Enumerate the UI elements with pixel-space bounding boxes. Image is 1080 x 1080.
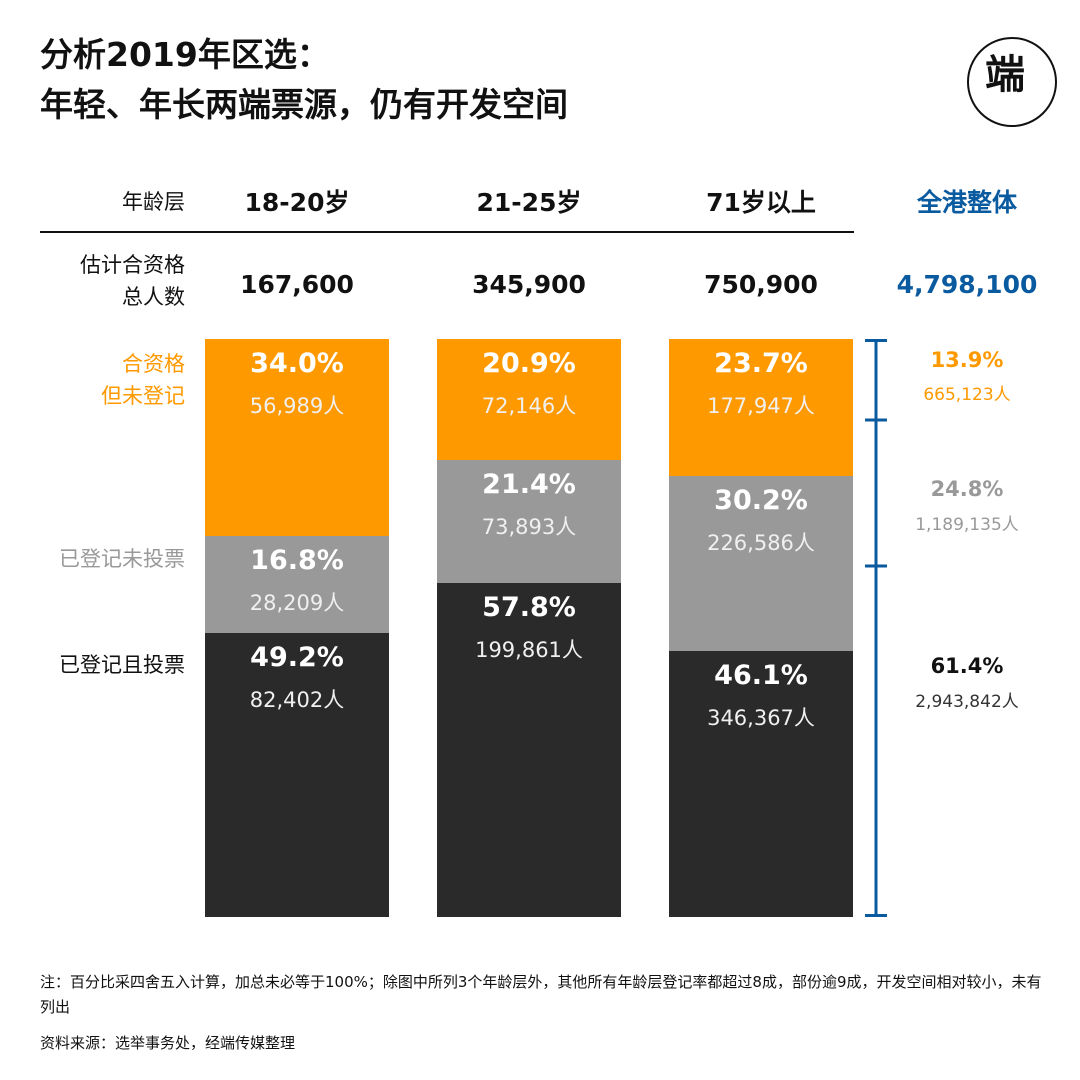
population-value-2: 345,900 (472, 270, 586, 299)
title-line-1: 分析2019年区选： (40, 35, 330, 74)
category-label-2: 21-25岁 (476, 188, 582, 217)
bar-segment-not-voted-1: 16.8% 28,209人 (205, 535, 389, 633)
bar-segment-voted-2: 57.8% 199,861人 (437, 583, 621, 917)
bar-segment-unregistered-2: 20.9% 72,146人 (437, 339, 621, 460)
data-label-pct: 34.0% (250, 348, 344, 379)
population-value-1: 167,600 (240, 270, 354, 299)
title-line-2: 年轻、年长两端票源，仍有开发空间 (40, 85, 568, 124)
overall-not-voted-pct: 24.8% (930, 477, 1004, 501)
bar-column-3: 23.7% 177,947人 30.2% 226,586人 46.1% 346,367人 (669, 339, 853, 917)
category-label-1: 18-20岁 (244, 188, 350, 217)
data-label-pct: 16.8% (250, 544, 344, 576)
population-label-line-2: 总人数 (122, 284, 185, 309)
population-value-3: 750,900 (704, 270, 818, 299)
data-label-count: 72,146人 (481, 394, 577, 418)
bar-column-2: 20.9% 72,146人 21.4% 73,893人 57.8% 199,861人 (437, 339, 621, 917)
overall-voted-count: 2,943,842人 (915, 692, 1019, 712)
legend-registered-voted: 已登记且投票 (59, 653, 185, 677)
legend-unregistered-line-2: 但未登记 (101, 383, 185, 408)
header-divider (40, 231, 854, 233)
overall-population: 4,798,100 (896, 270, 1038, 299)
bar-column-1: 34.0% 56,989人 16.8% 28,209人 49.2% 82,402人 (205, 339, 389, 917)
bar-segment-not-voted-3: 30.2% 226,586人 (669, 475, 853, 651)
data-label-count: 28,209人 (249, 590, 345, 615)
overall-not-voted-count: 1,189,135人 (915, 515, 1019, 535)
category-label-3: 71岁以上 (706, 188, 816, 217)
data-label-pct: 20.9% (482, 348, 576, 379)
overall-unregistered-pct: 13.9% (930, 348, 1004, 372)
overall-label: 全港整体 (916, 188, 1017, 217)
data-label-count: 56,989人 (249, 394, 345, 418)
data-label-pct: 30.2% (714, 484, 808, 516)
source-note: 资料来源：选举事务处，经端传媒整理 (40, 1034, 296, 1052)
data-label-pct: 49.2% (250, 641, 344, 673)
legend-unregistered: 合资格 但未登记 (35, 349, 185, 412)
bar-segment-unregistered-3: 23.7% 177,947人 (669, 339, 853, 476)
bar-segment-voted-3: 46.1% 346,367人 (669, 650, 853, 917)
legend-registered-not-voted: 已登记未投票 (59, 547, 185, 571)
population-label: 估计合资格 总人数 (35, 250, 185, 313)
data-label-count: 199,861人 (475, 638, 583, 663)
data-label-pct: 21.4% (482, 468, 576, 500)
data-label-pct: 57.8% (482, 592, 576, 624)
population-label-line-1: 估计合资格 (80, 253, 185, 277)
logo-mark: 端 (985, 52, 1025, 98)
data-label-pct: 23.7% (714, 348, 808, 379)
data-label-count: 226,586人 (707, 530, 815, 555)
bar-segment-not-voted-2: 21.4% 73,893人 (437, 459, 621, 584)
age-group-label: 年龄层 (122, 190, 185, 214)
data-label-count: 346,367人 (707, 705, 815, 730)
bar-segment-unregistered-1: 34.0% 56,989人 (205, 339, 389, 536)
overall-unregistered-count: 665,123人 (923, 385, 1011, 405)
overall-voted-pct: 61.4% (930, 654, 1004, 678)
data-label-count: 82,402人 (249, 687, 345, 712)
footnote: 注：百分比采四舍五入计算，加总未必等于100%；除图中所列3个年龄层外，其他所有… (40, 973, 1042, 1016)
bar-segment-voted-1: 49.2% 82,402人 (205, 632, 389, 917)
data-label-pct: 46.1% (714, 659, 808, 691)
legend-unregistered-line-1: 合资格 (122, 352, 185, 376)
data-label-count: 177,947人 (707, 394, 815, 418)
data-label-count: 73,893人 (481, 514, 577, 539)
logo: 端 (967, 37, 1057, 127)
overall-bracket (865, 339, 887, 917)
